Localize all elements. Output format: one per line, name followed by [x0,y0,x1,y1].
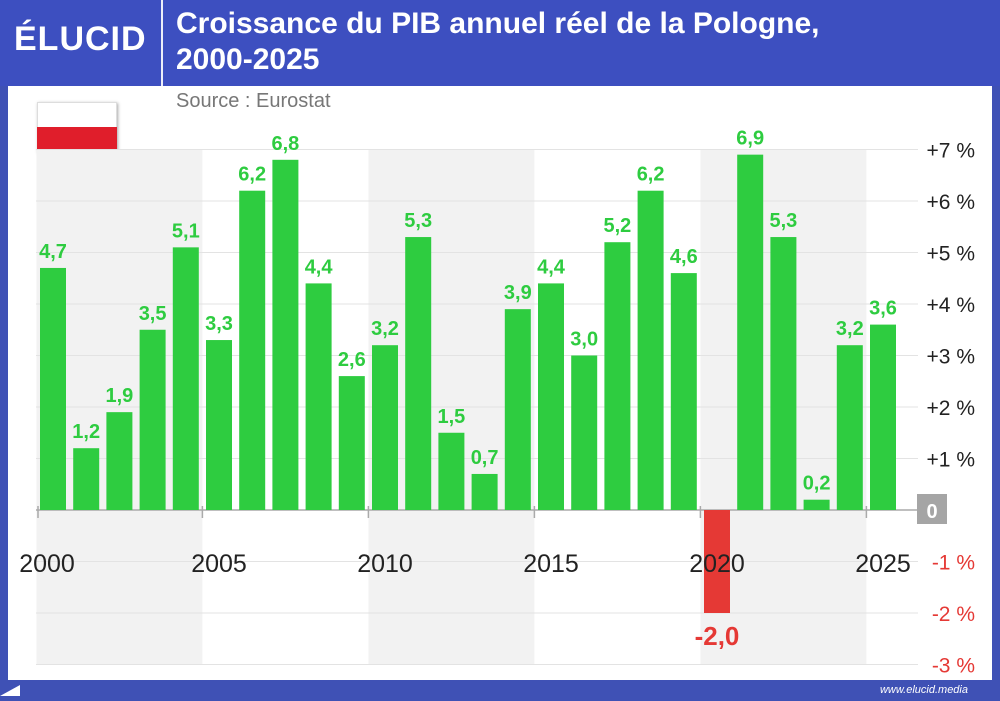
bar-2024 [836,345,863,510]
value-label-2008: 4,4 [305,256,334,278]
y-tick-label: +2 % [927,397,975,420]
value-label-2003: 3,5 [139,303,167,325]
footer-url[interactable]: www.elucid.media [879,684,968,696]
flag-white-stripe [37,102,117,127]
bar-2021 [737,154,764,510]
y-tick-label: +7 % [927,140,975,163]
value-label-2005: 3,3 [205,313,233,335]
bar-2012 [438,432,465,510]
bar-2025 [870,324,896,510]
value-label-2019: 4,6 [670,246,698,268]
value-label-2006: 6,2 [238,164,266,186]
value-label-2018: 6,2 [637,164,665,186]
y-tick-label: +6 % [927,191,975,214]
value-label-2010: 3,2 [371,318,399,340]
value-label-2016: 3,0 [570,329,598,351]
brand-logo[interactable]: ÉLUCID [14,20,147,58]
bar-2004 [172,247,199,510]
value-label-2020: -2,0 [695,621,740,651]
value-label-2013: 0,7 [471,447,499,469]
value-label-2023: 0,2 [803,473,831,495]
bar-2015 [538,283,564,510]
y-tick-label-zero: 0 [926,501,937,523]
value-label-2025: 3,6 [869,298,897,320]
y-tick-label: +5 % [927,243,975,266]
bar-2007 [272,159,299,511]
bar-2001 [73,448,100,510]
y-tick-label: -2 % [932,603,975,626]
elucid-mark-icon [0,685,20,696]
bar-2018 [637,190,664,510]
y-tick-label: +3 % [927,346,975,369]
value-label-2001: 1,2 [72,421,100,443]
x-tick-label-2000: 2000 [19,550,75,578]
x-tick-label-2005: 2005 [191,550,247,578]
bar-2020 [704,510,730,613]
bar-2005 [206,340,232,510]
bar-2009 [338,376,365,510]
bar-2000 [40,267,66,510]
zero-badge [917,494,947,524]
value-label-2011: 5,3 [404,210,432,232]
value-label-2014: 3,9 [504,282,532,304]
chart-title-line2: 2000-2025 [176,43,320,76]
bar-2014 [504,309,531,510]
bar-2022 [770,237,797,511]
value-label-2009: 2,6 [338,349,366,371]
y-tick-label: -1 % [932,552,975,575]
x-tick-label-2010: 2010 [357,550,413,578]
header-divider [161,0,163,86]
header-bar: ÉLUCID Croissance du PIB annuel réel de … [0,0,1000,86]
bar-2008 [305,283,332,510]
value-label-2021: 6,9 [736,128,764,150]
x-tick-label-2020: 2020 [689,550,745,578]
value-label-2015: 4,4 [537,256,566,278]
value-label-2004: 5,1 [172,220,200,242]
value-label-2024: 3,2 [836,318,864,340]
bar-2013 [471,473,498,510]
y-tick-label: -3 % [932,655,975,678]
bar-2023 [803,499,830,510]
bar-2003 [139,329,166,510]
y-tick-label: +4 % [927,294,975,317]
value-label-2000: 4,7 [39,241,67,263]
source-note: Source : Eurostat [176,90,331,112]
x-tick-label-2015: 2015 [523,550,579,578]
value-label-2002: 1,9 [105,385,133,407]
bar-2019 [670,273,697,510]
value-label-2022: 5,3 [769,210,797,232]
chart-title-line1: Croissance du PIB annuel réel de la Polo… [176,7,820,40]
flag-red-stripe [37,127,117,152]
bar-2017 [604,242,631,510]
bar-2002 [106,412,133,510]
bar-2011 [405,237,432,511]
bar-2006 [239,190,266,510]
y-tick-label: +1 % [927,449,975,472]
value-label-2007: 6,8 [271,133,299,155]
poland-flag-icon [37,102,117,152]
value-label-2017: 5,2 [603,215,631,237]
bar-2016 [571,355,598,510]
value-label-2012: 1,5 [437,406,465,428]
bar-2010 [372,345,398,510]
chart-title: Croissance du PIB annuel réel de la Polo… [176,6,986,78]
x-tick-label-2025: 2025 [855,550,911,578]
